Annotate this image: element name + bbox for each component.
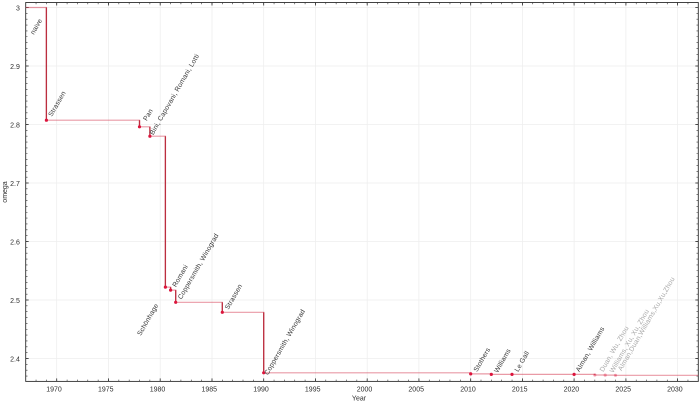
svg-text:2015: 2015 <box>512 386 528 393</box>
svg-text:2025: 2025 <box>615 386 631 393</box>
svg-text:2030: 2030 <box>667 386 683 393</box>
svg-text:2.4: 2.4 <box>10 357 20 364</box>
svg-text:3: 3 <box>16 6 20 13</box>
svg-text:2005: 2005 <box>408 386 424 393</box>
svg-text:1975: 1975 <box>98 386 114 393</box>
svg-text:Year: Year <box>352 396 367 402</box>
svg-text:2.7: 2.7 <box>10 181 20 188</box>
svg-text:1970: 1970 <box>46 386 62 393</box>
svg-text:omega: omega <box>2 181 9 203</box>
svg-text:2010: 2010 <box>460 386 476 393</box>
svg-text:2.8: 2.8 <box>10 123 20 130</box>
svg-text:2000: 2000 <box>357 386 373 393</box>
svg-text:2020: 2020 <box>564 386 580 393</box>
svg-text:1980: 1980 <box>150 386 166 393</box>
svg-text:1990: 1990 <box>253 386 269 393</box>
svg-text:1995: 1995 <box>305 386 321 393</box>
svg-text:1985: 1985 <box>202 386 218 393</box>
svg-text:2.6: 2.6 <box>10 240 20 247</box>
svg-text:2.9: 2.9 <box>10 64 20 71</box>
svg-text:2.5: 2.5 <box>10 298 20 305</box>
